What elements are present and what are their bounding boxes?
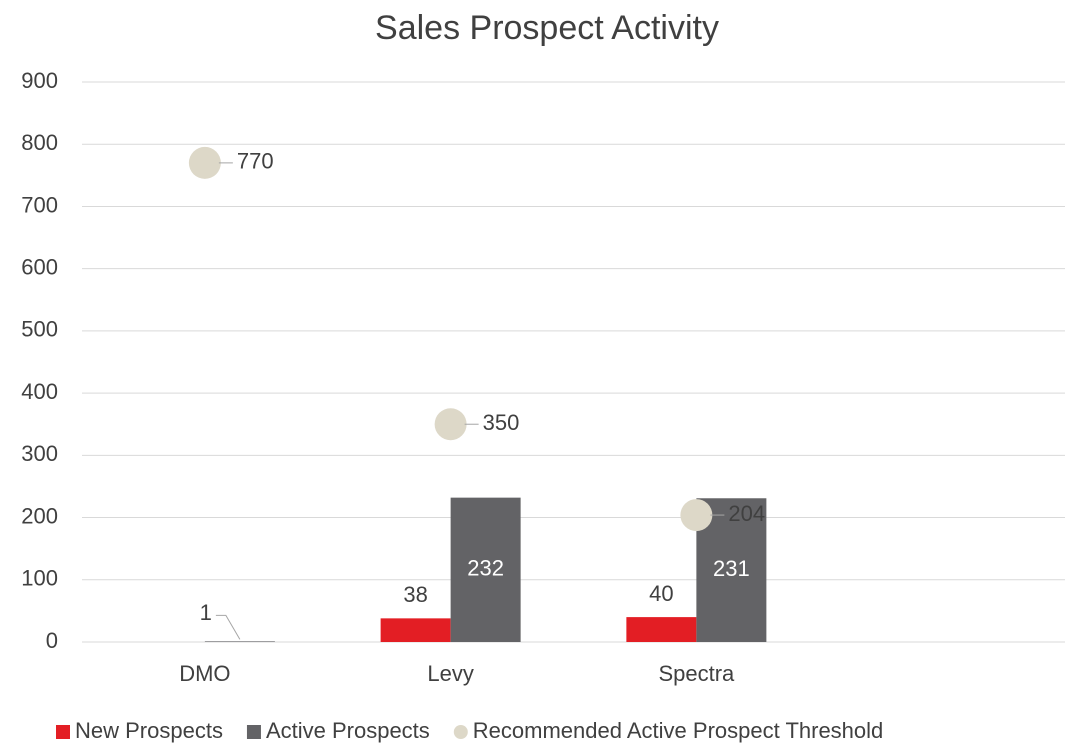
x-tick-label: Levy bbox=[427, 661, 473, 686]
y-tick-label: 300 bbox=[21, 441, 58, 466]
legend-label: Recommended Active Prospect Threshold bbox=[473, 718, 883, 743]
threshold-marker bbox=[434, 408, 467, 441]
data-label: 770 bbox=[237, 149, 274, 174]
x-tick-label: Spectra bbox=[658, 661, 735, 686]
y-tick-label: 700 bbox=[21, 192, 58, 217]
data-label: 350 bbox=[483, 410, 520, 435]
data-label: 38 bbox=[403, 582, 427, 607]
bar bbox=[380, 618, 451, 642]
legend-label: Active Prospects bbox=[266, 718, 430, 743]
legend-swatch bbox=[453, 725, 468, 739]
y-tick-label: 0 bbox=[46, 628, 58, 653]
chart-title: Sales Prospect Activity bbox=[375, 9, 719, 47]
bar bbox=[626, 617, 697, 642]
y-tick-label: 900 bbox=[21, 68, 58, 93]
y-tick-label: 500 bbox=[21, 317, 58, 342]
y-tick-label: 100 bbox=[21, 566, 58, 591]
data-label: 204 bbox=[728, 501, 765, 526]
leader-line bbox=[215, 614, 241, 640]
x-tick-label: DMO bbox=[179, 661, 230, 686]
bar bbox=[450, 497, 521, 642]
data-label: 40 bbox=[649, 581, 673, 606]
threshold-marker bbox=[680, 499, 713, 532]
threshold-marker bbox=[188, 146, 221, 179]
data-label: 1 bbox=[200, 600, 212, 625]
bar bbox=[204, 641, 275, 642]
data-label: 232 bbox=[467, 556, 504, 581]
data-label: 231 bbox=[713, 556, 750, 581]
legend-label: New Prospects bbox=[75, 718, 223, 743]
y-tick-label: 600 bbox=[21, 254, 58, 279]
legend-swatch bbox=[56, 725, 70, 739]
y-tick-label: 400 bbox=[21, 379, 58, 404]
legend-swatch bbox=[246, 725, 261, 739]
y-tick-label: 200 bbox=[21, 503, 58, 528]
y-tick-label: 800 bbox=[21, 130, 58, 155]
